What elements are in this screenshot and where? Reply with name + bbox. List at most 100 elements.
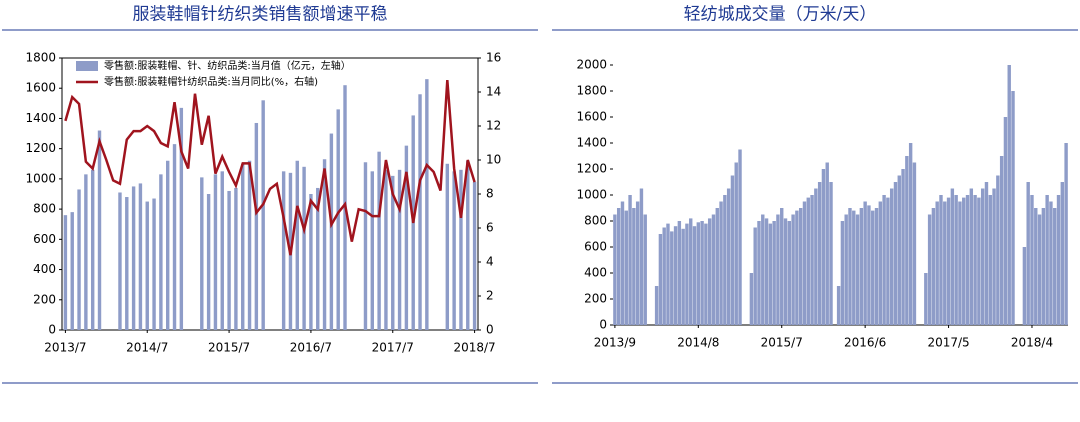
x-tick-label: 2018/7: [453, 341, 495, 355]
bar: [1034, 208, 1038, 325]
bar: [658, 234, 663, 325]
y-tick-label: 1600: [576, 110, 607, 124]
bar: [950, 188, 955, 325]
bar: [927, 214, 932, 325]
bar: [1026, 182, 1030, 325]
y-tick-label: 0: [48, 323, 56, 337]
bar: [973, 195, 977, 325]
bar: [897, 175, 901, 325]
x-tick-label: 2016/7: [290, 341, 332, 355]
bar: [802, 201, 807, 325]
bar: [935, 201, 939, 325]
y2-tick-label: 8: [486, 187, 494, 201]
x-tick-label: 2015/7: [208, 341, 250, 355]
y2-tick-label: 6: [486, 221, 494, 235]
y-tick-label: 1800: [576, 84, 607, 98]
bar: [1037, 214, 1042, 325]
bar: [859, 208, 864, 325]
bar: [730, 175, 735, 325]
bar: [707, 218, 712, 325]
bar: [723, 195, 727, 325]
bar: [247, 160, 252, 330]
bar: [452, 171, 456, 330]
bar: [886, 197, 890, 325]
bar: [965, 195, 970, 325]
bar: [1060, 182, 1065, 325]
bar: [200, 177, 204, 330]
bar: [673, 226, 678, 325]
legend-label: 零售额:服装鞋帽针纺织品类:当月同比(%，右轴): [104, 75, 318, 88]
bar: [738, 149, 742, 325]
bar: [302, 166, 306, 330]
line-series: [64, 80, 476, 256]
bar: [97, 130, 102, 330]
bar: [768, 223, 773, 325]
y-tick-label: 1000: [25, 171, 56, 185]
plot-frame: [61, 57, 479, 331]
bar: [425, 79, 429, 331]
bar: [404, 145, 409, 330]
bar: [166, 160, 170, 330]
bar: [776, 214, 780, 325]
bar: [924, 273, 928, 325]
x-tick-label: 2015/7: [761, 336, 803, 350]
bar: [377, 151, 381, 330]
plot-frame: [613, 65, 1068, 325]
bar: [329, 133, 334, 330]
y-tick-label: 600: [584, 240, 607, 254]
y2-tick-label: 4: [486, 255, 494, 269]
x-tick-label: 2013/9: [594, 336, 636, 350]
bar: [992, 188, 996, 325]
bar: [118, 192, 122, 330]
bar: [1030, 195, 1034, 325]
bar: [418, 94, 422, 331]
y-tick-label: 1600: [25, 81, 56, 95]
y2-tick-label: 10: [486, 153, 501, 167]
bar: [977, 197, 981, 325]
x-tick-label: 2017/5: [927, 336, 969, 350]
bar: [836, 286, 841, 325]
bar: [806, 197, 810, 325]
bar: [840, 221, 845, 325]
bar: [1022, 247, 1027, 325]
legend-swatch: [76, 61, 98, 71]
bar: [1056, 195, 1061, 325]
y-tick-label: 1200: [25, 141, 56, 155]
bar: [749, 273, 754, 325]
bar: [946, 197, 951, 325]
bar: [1003, 117, 1008, 325]
bar: [939, 195, 943, 325]
bar: [1007, 65, 1011, 325]
bar: [234, 187, 238, 330]
bar: [213, 174, 218, 330]
bar: [281, 171, 286, 330]
bar: [829, 182, 833, 325]
y2-tick-label: 12: [486, 119, 501, 133]
chart-title: 轻纺城成交量（万米/天）: [684, 5, 877, 25]
bar: [852, 210, 856, 325]
bar: [322, 159, 327, 330]
bar: [1041, 208, 1046, 325]
bar: [761, 214, 765, 325]
bar: [1049, 201, 1053, 325]
bar: [825, 162, 829, 325]
bar: [753, 227, 757, 325]
bar: [90, 169, 95, 330]
bar: [764, 218, 769, 325]
bar: [962, 197, 966, 325]
bar: [670, 231, 674, 325]
x-tick-label: 2016/6: [844, 336, 886, 350]
bar: [996, 175, 1000, 325]
bar: [384, 169, 388, 330]
bar: [179, 107, 184, 330]
bar: [844, 214, 848, 325]
bar: [391, 175, 395, 330]
bar: [787, 221, 792, 325]
bar: [719, 201, 723, 325]
bar: [220, 171, 224, 330]
bar: [798, 208, 803, 325]
x-tick-label: 2013/7: [44, 341, 86, 355]
bar: [999, 156, 1004, 325]
bar: [696, 222, 701, 325]
bar: [692, 226, 697, 325]
